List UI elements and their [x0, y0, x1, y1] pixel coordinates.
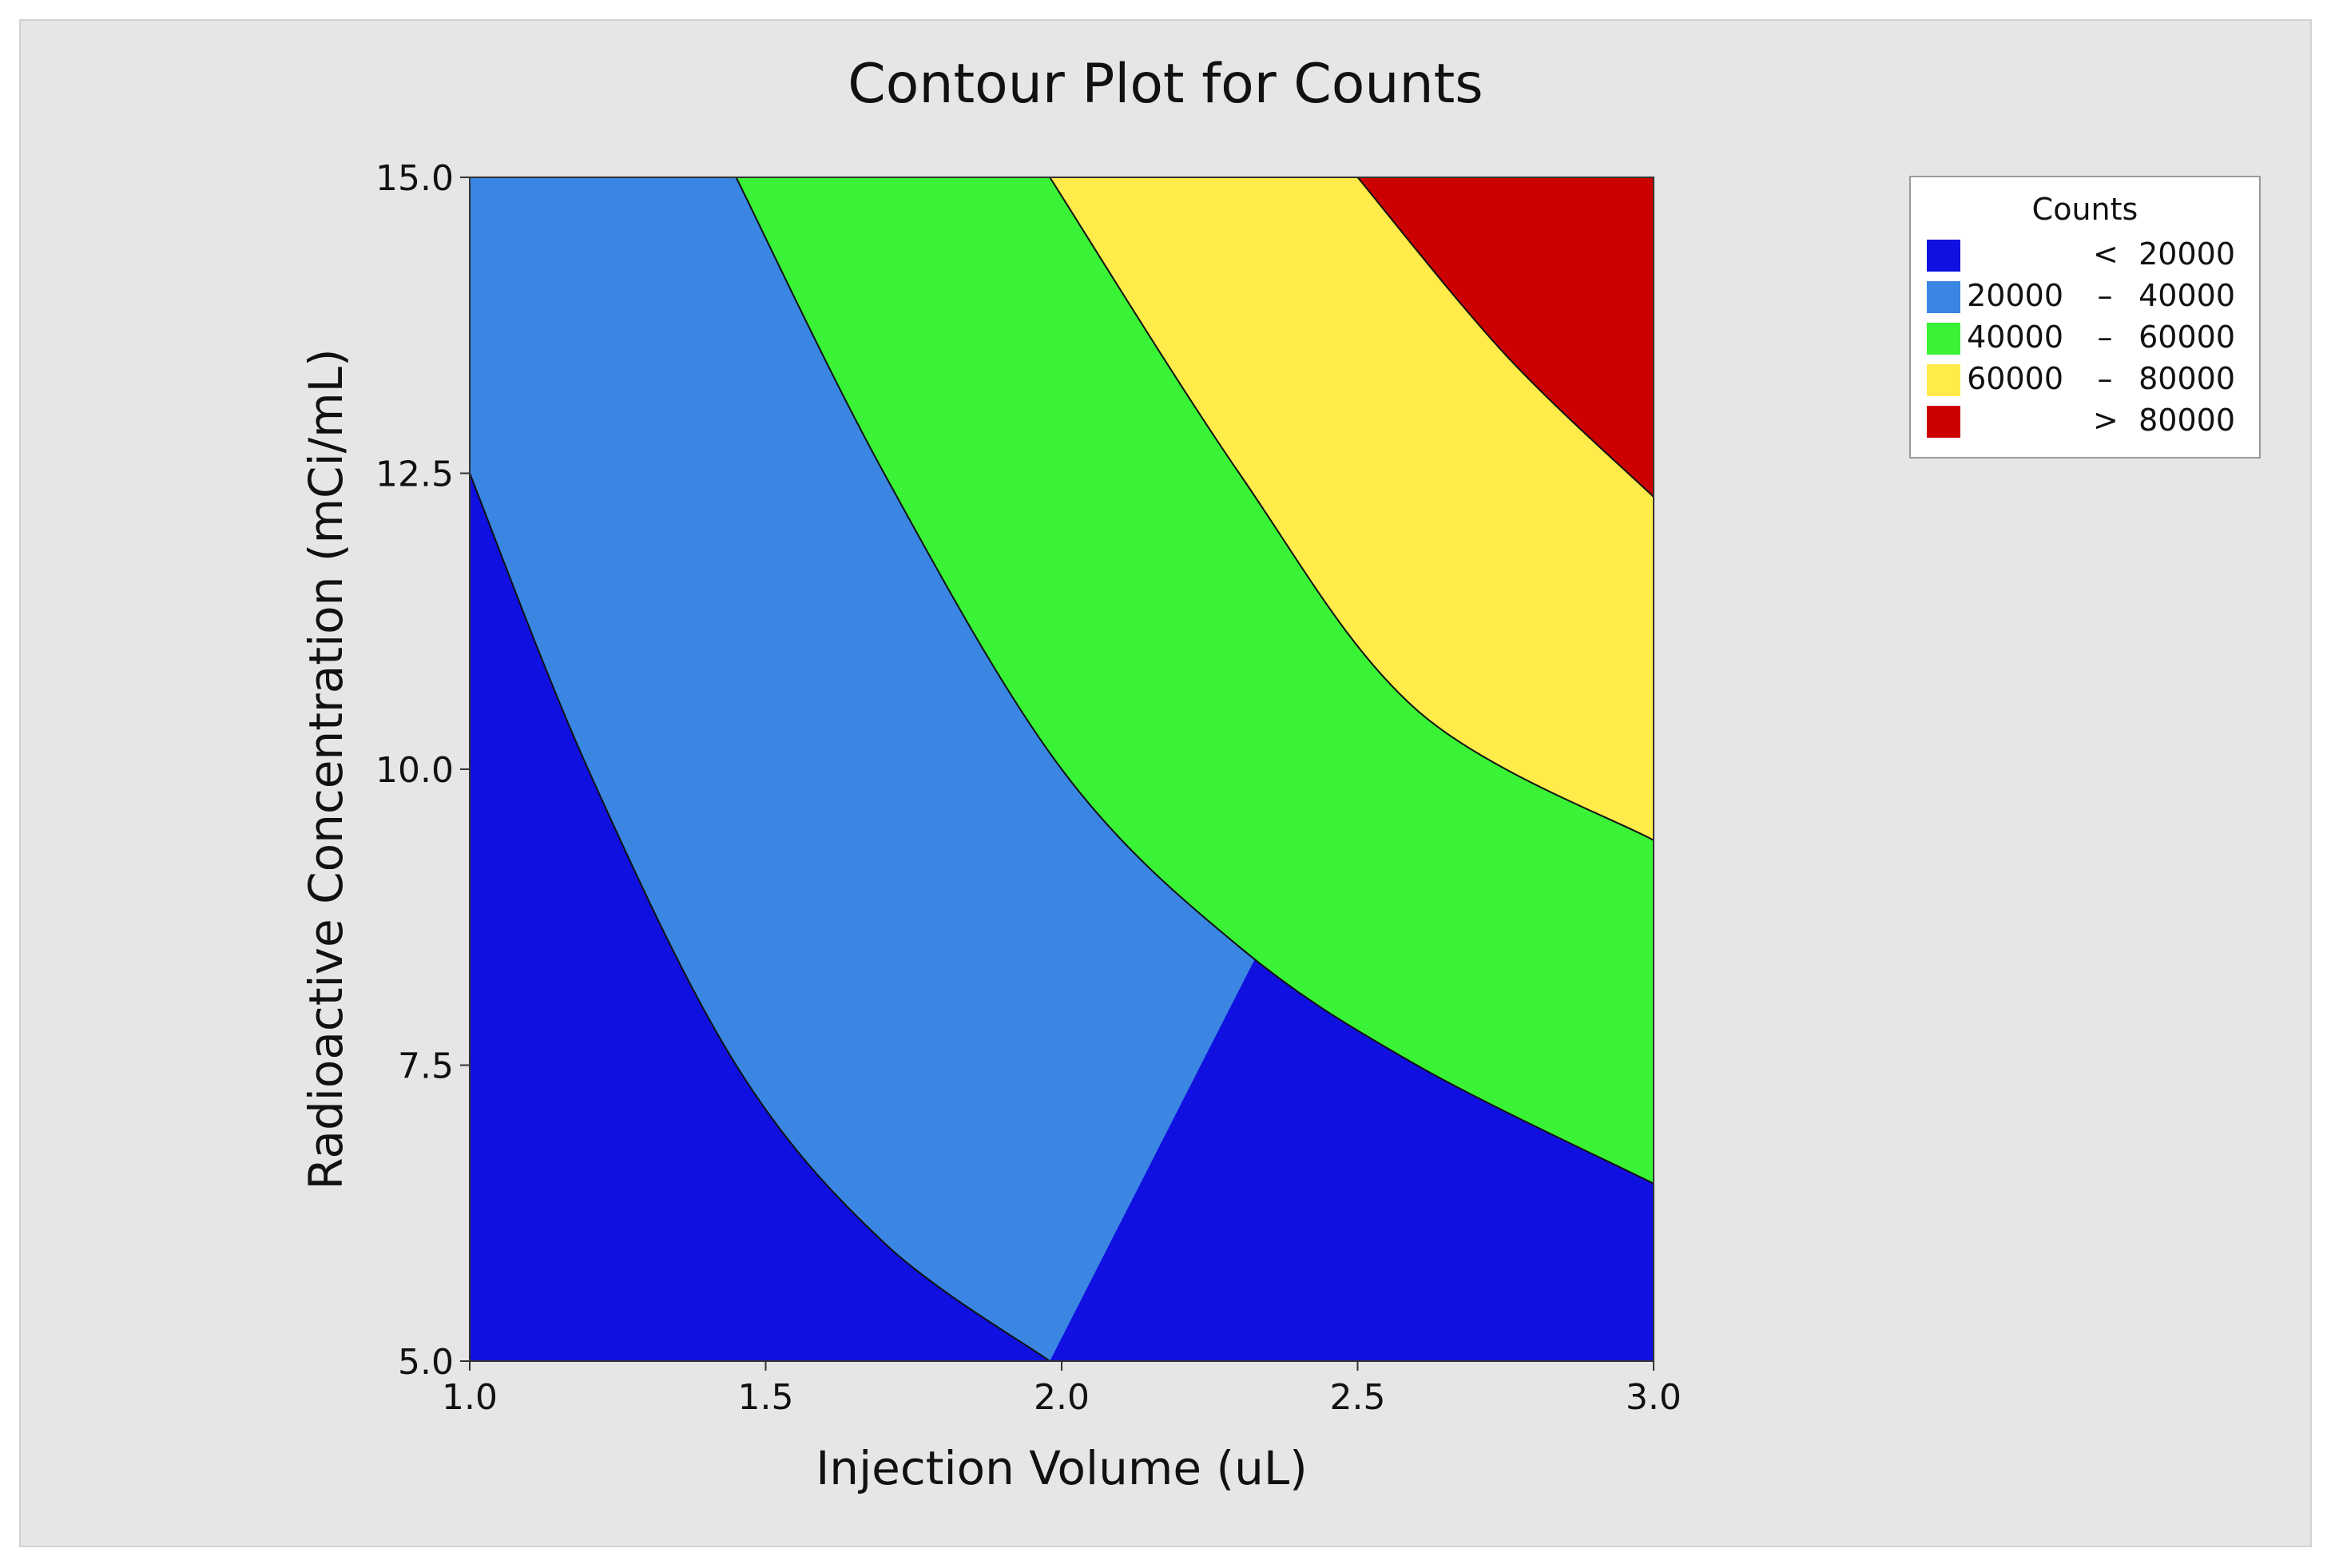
y-tick-label: 7.5 — [398, 1046, 454, 1087]
y-tick-label: 5.0 — [398, 1342, 454, 1383]
legend-title: Counts — [2031, 192, 2138, 227]
y-axis-label: Radioactive Concentration (mCi/mL) — [299, 348, 353, 1189]
legend-swatch — [1927, 406, 1960, 438]
contour-line — [1356, 177, 1654, 498]
legend-high: 20000 — [2138, 236, 2235, 272]
x-tick-label: 1.0 — [442, 1377, 498, 1418]
legend-swatch — [1927, 364, 1960, 396]
x-tick-label: 3.0 — [1626, 1377, 1682, 1418]
legend-high: 60000 — [2138, 320, 2235, 355]
contour-line — [470, 473, 1050, 1361]
legend-item: 60000 – 80000 — [1911, 359, 2259, 401]
legend-item: > 80000 — [1911, 401, 2259, 443]
chart-title: Contour Plot for Counts — [848, 53, 1483, 116]
legend-low: 60000 — [1967, 361, 2063, 396]
legend-low: 20000 — [1967, 278, 2063, 313]
legend-item: < 20000 — [1911, 235, 2259, 276]
contour-region — [1357, 177, 1654, 498]
legend-operator: < — [2093, 236, 2119, 272]
legend-high: 40000 — [2138, 278, 2235, 313]
legend-high: 80000 — [2138, 361, 2235, 396]
legend: Counts < 20000 20000 – 40000 40000 – 600… — [1909, 176, 2261, 458]
contour-line — [1049, 177, 1654, 841]
legend-operator: – — [2097, 278, 2113, 313]
x-tick-label: 2.0 — [1034, 1377, 1090, 1418]
legend-operator: – — [2097, 320, 2113, 355]
x-tick-label: 2.5 — [1330, 1377, 1386, 1418]
legend-high: 80000 — [2138, 403, 2235, 438]
legend-item: 20000 – 40000 — [1911, 276, 2259, 318]
contour-line — [735, 177, 1654, 1185]
legend-low: 40000 — [1967, 320, 2063, 355]
legend-swatch — [1927, 240, 1960, 272]
legend-operator: > — [2093, 403, 2119, 438]
legend-swatch — [1927, 281, 1960, 313]
legend-item: 40000 – 60000 — [1911, 318, 2259, 359]
y-tick-label: 12.5 — [375, 455, 454, 495]
x-tick-label: 1.5 — [738, 1377, 794, 1418]
legend-operator: – — [2097, 361, 2113, 396]
legend-swatch — [1927, 323, 1960, 355]
y-tick-label: 15.0 — [375, 158, 454, 199]
x-axis-label: Injection Volume (uL) — [816, 1441, 1308, 1495]
y-tick-label: 10.0 — [375, 750, 454, 791]
